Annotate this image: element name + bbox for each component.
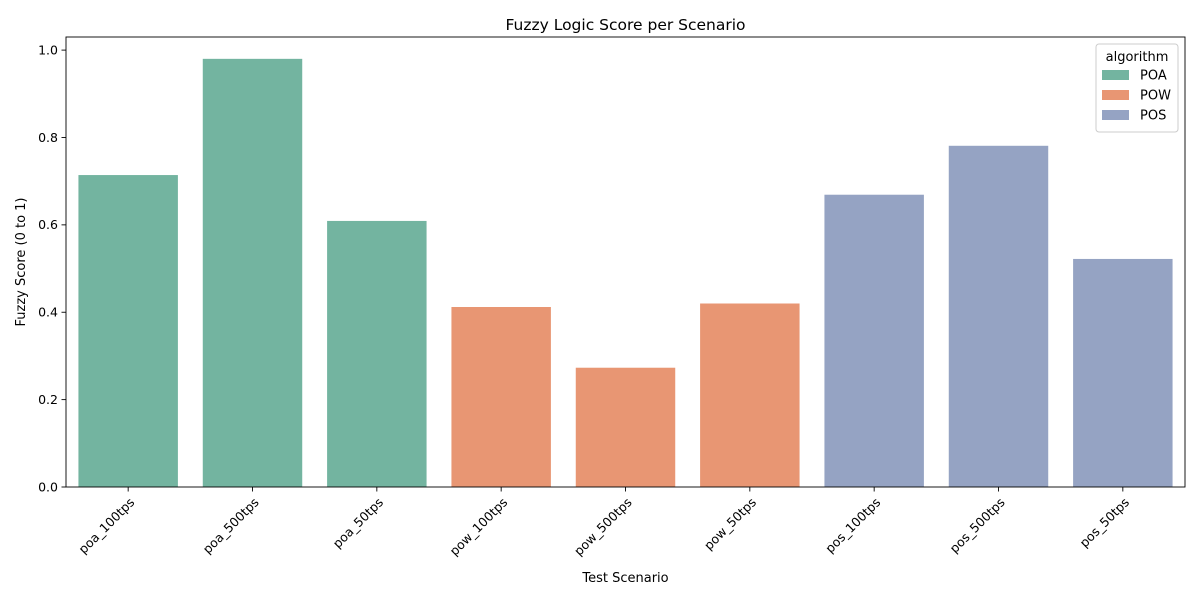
legend: algorithm POA POW POS — [1095, 43, 1179, 133]
x-tick-label: pos_500tps — [947, 495, 1008, 556]
bar-pow-50tps — [700, 303, 800, 487]
chart-title: Fuzzy Logic Score per Scenario — [505, 16, 745, 34]
x-tick-label: poa_500tps — [200, 495, 262, 557]
bar-pos-100tps — [824, 194, 924, 487]
bar-poa-50tps — [327, 220, 427, 487]
x-tick-label: poa_100tps — [75, 495, 137, 557]
x-tick-label: pos_50tps — [1076, 495, 1132, 551]
legend-title: algorithm — [1106, 50, 1169, 65]
bar-pos-500tps — [948, 145, 1049, 487]
bar-poa-100tps — [78, 175, 178, 487]
y-axis-label: Fuzzy Score (0 to 1) — [14, 197, 29, 326]
legend-swatch-poa — [1102, 70, 1129, 80]
bar-pos-50tps — [1073, 258, 1173, 487]
y-axis: 0.0 0.2 0.4 0.6 0.8 1.0 — [38, 42, 66, 494]
x-tick-label: pos_100tps — [822, 495, 883, 556]
bar-pow-500tps — [575, 367, 676, 487]
y-tick-label: 0.6 — [38, 217, 58, 232]
y-tick-label: 0.0 — [38, 479, 58, 494]
y-tick-label: 1.0 — [38, 42, 58, 57]
x-tick-label: poa_50tps — [330, 495, 386, 551]
y-tick-label: 0.2 — [38, 392, 58, 407]
legend-swatch-pow — [1102, 90, 1129, 100]
bar-poa-500tps — [202, 58, 303, 487]
legend-label-pos: POS — [1140, 109, 1166, 124]
x-tick-label: pow_500tps — [571, 495, 635, 559]
bar-pow-100tps — [451, 307, 551, 487]
y-tick-label: 0.4 — [38, 305, 58, 320]
x-tick-label: pow_50tps — [701, 495, 759, 553]
legend-label-poa: POA — [1140, 69, 1167, 84]
x-axis-label: Test Scenario — [581, 571, 668, 586]
x-axis: poa_100tps poa_500tps poa_50tps pow_100tps p… — [75, 487, 1132, 558]
plot-frame — [65, 36, 1186, 488]
y-tick-label: 0.8 — [38, 130, 58, 145]
bars-layer — [78, 58, 1173, 487]
legend-swatch-pos — [1102, 110, 1129, 120]
legend-label-pow: POW — [1140, 89, 1171, 104]
x-tick-label: pow_100tps — [447, 495, 511, 559]
